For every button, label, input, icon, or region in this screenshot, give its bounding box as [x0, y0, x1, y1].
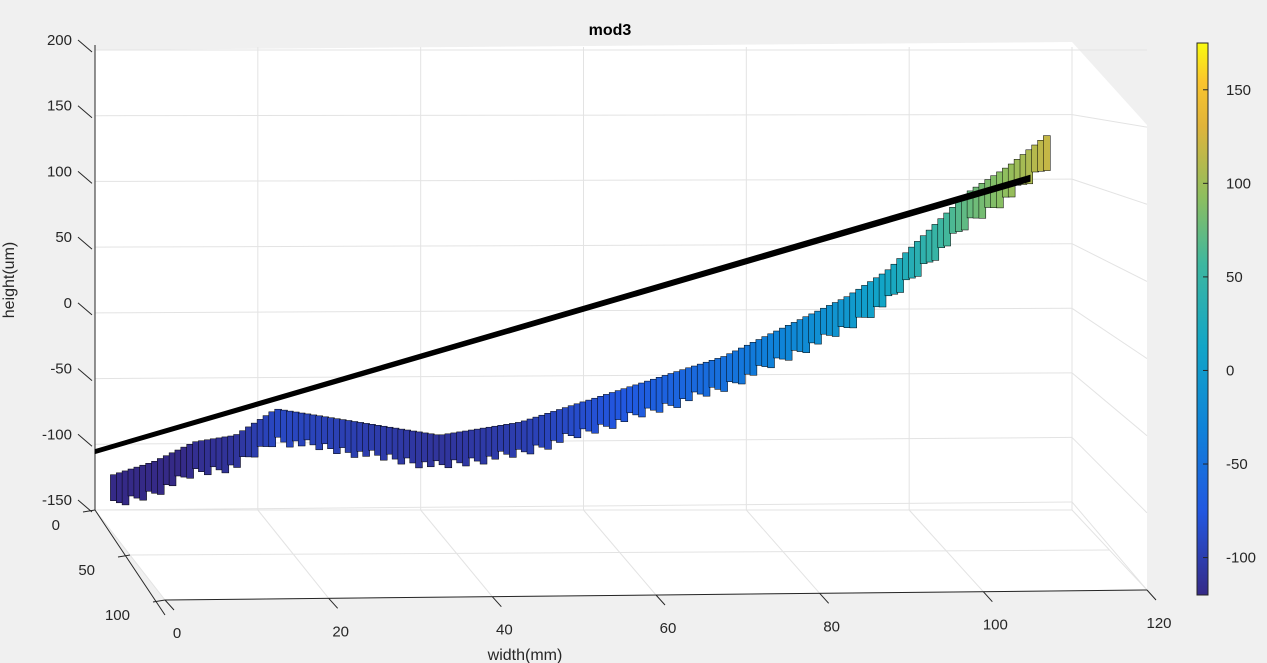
- x-tick-mark: [982, 591, 993, 603]
- axes-floor: [95, 510, 1147, 600]
- z-tick-mark: [77, 302, 93, 316]
- x-tick-label: 80: [823, 618, 840, 635]
- x-tick-mark: [1146, 589, 1157, 601]
- z-tick-mark: [77, 105, 93, 119]
- colorbar-ticks: 150 100 50 0 -50 -100: [1203, 82, 1256, 567]
- z-tick-mark: [77, 171, 93, 184]
- z-tick-mark: [77, 39, 93, 53]
- x-tick-label: 20: [332, 623, 349, 640]
- z-tick-label: -100: [42, 426, 72, 443]
- z-gridline-side: [1071, 307, 1148, 359]
- colorbar-tick-label: -100: [1226, 550, 1256, 567]
- x-tick-mark: [328, 597, 339, 609]
- y-tick-label: 0: [52, 517, 60, 534]
- x-tick-mark: [655, 594, 666, 606]
- reference-line-path: [94, 174, 1031, 455]
- x-tick-mark: [491, 596, 502, 608]
- x-tick-label: 40: [496, 622, 513, 639]
- z-gridline-side: [1071, 501, 1148, 591]
- x-tick-mark: [819, 592, 830, 604]
- axes-right-wall: [1072, 42, 1147, 590]
- z-tick-mark: [77, 433, 93, 447]
- x-tick-label: 0: [173, 625, 181, 642]
- z-gridline-side: [1071, 178, 1148, 205]
- colorbar-tick-label: 150: [1226, 82, 1251, 99]
- grid-lines: [94, 47, 1148, 601]
- y-tick-label: 100: [105, 607, 130, 624]
- z-gridline-side: [1071, 243, 1148, 282]
- x-tick-label: 100: [983, 617, 1008, 634]
- y-tick-mark: [117, 554, 131, 558]
- z-tick-label: -150: [42, 492, 72, 509]
- z-tick-label: 200: [47, 32, 72, 49]
- z-tick-mark: [77, 368, 93, 381]
- reference-line: [94, 174, 1031, 455]
- z-gridline-side: [1071, 372, 1148, 437]
- x-axis-label: width(mm): [487, 647, 563, 663]
- z-axis-label: height(um): [1, 242, 18, 318]
- surface-bar: [1043, 135, 1051, 171]
- z-tick-label: 100: [47, 163, 72, 180]
- x-tick-label: 120: [1146, 615, 1171, 632]
- z-tick-label: -50: [50, 361, 72, 378]
- y-axis-line: [94, 509, 166, 616]
- z-tick-label: 50: [55, 229, 72, 246]
- z-tick-label: 150: [47, 98, 72, 115]
- colorbar-tick-label: 100: [1226, 175, 1251, 192]
- z-gridline-side: [1071, 114, 1148, 128]
- y-tick-mark: [152, 599, 166, 603]
- chart-title: mod3: [589, 22, 632, 39]
- y-tick-label: 50: [78, 562, 95, 579]
- colorbar: [1196, 42, 1209, 596]
- surface-plot: [110, 135, 1051, 506]
- z-gridline-side: [1071, 437, 1148, 514]
- x-tick-label: 60: [660, 620, 677, 637]
- colorbar-tick-label: 50: [1226, 269, 1243, 286]
- z-tick-mark: [77, 236, 93, 250]
- tick-labels: 200 150 100 50 0 -50 -100 -150 0 20 40 60 80 100 120 0 5…: [42, 32, 1172, 642]
- x-tick-mark: [164, 599, 175, 611]
- y-gridline: [129, 549, 1110, 556]
- y-tick-mark: [82, 509, 96, 513]
- z-tick-label: 0: [64, 295, 72, 312]
- colorbar-tick-label: 0: [1226, 362, 1234, 379]
- colorbar-tick-label: -50: [1226, 456, 1248, 473]
- z-tick-mark: [77, 499, 93, 513]
